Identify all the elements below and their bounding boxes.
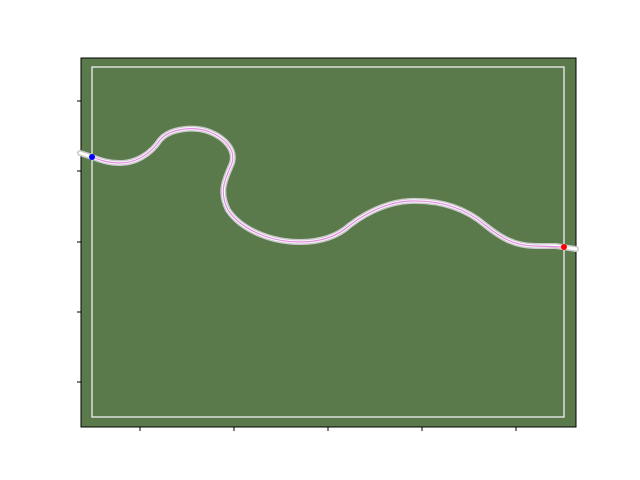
road-center-line	[91, 128, 565, 248]
start-marker-icon	[89, 154, 95, 160]
y-axis-ticks	[77, 100, 81, 383]
field-boundary-line	[91, 66, 565, 418]
goal-marker-icon	[561, 244, 567, 250]
field-background	[80, 57, 577, 428]
road	[77, 125, 579, 252]
x-axis-ticks	[139, 427, 517, 431]
